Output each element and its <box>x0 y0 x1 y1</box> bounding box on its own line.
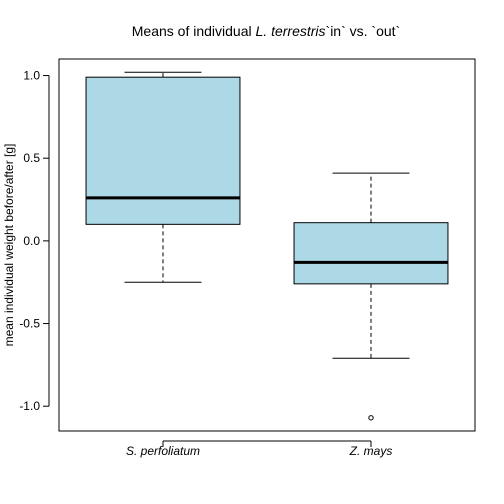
boxes-layer <box>85 71 449 421</box>
y-tick-label: -1.0 <box>19 399 40 413</box>
outlier-point <box>368 415 374 421</box>
x-axis: S. perfoliatum Z. mays <box>126 440 393 458</box>
box-group <box>85 71 241 283</box>
box-iqr <box>293 222 449 285</box>
chart-title-species: L. terrestris <box>256 23 326 39</box>
box-iqr <box>85 76 241 225</box>
y-tick-label: 0.0 <box>23 234 40 248</box>
y-tick-label: 0.5 <box>23 151 40 165</box>
y-tick-label: -0.5 <box>19 317 40 331</box>
x-tick-label: Z. mays <box>349 444 393 458</box>
chart-title-prefix: Means of individual <box>132 23 256 39</box>
y-tick-label: 1.0 <box>23 69 40 83</box>
plot-frame <box>58 58 476 432</box>
y-axis-label: mean individual weight before/after [g] <box>2 144 16 347</box>
chart-title: Means of individual L. terrestris`in` vs… <box>132 23 400 39</box>
x-tick-label: S. perfoliatum <box>126 444 200 458</box>
y-axis: 1.0 0.5 0.0 -0.5 -1.0 <box>19 69 50 413</box>
box-group <box>293 172 449 421</box>
chart-title-suffix: `in` vs. `out` <box>326 23 401 39</box>
